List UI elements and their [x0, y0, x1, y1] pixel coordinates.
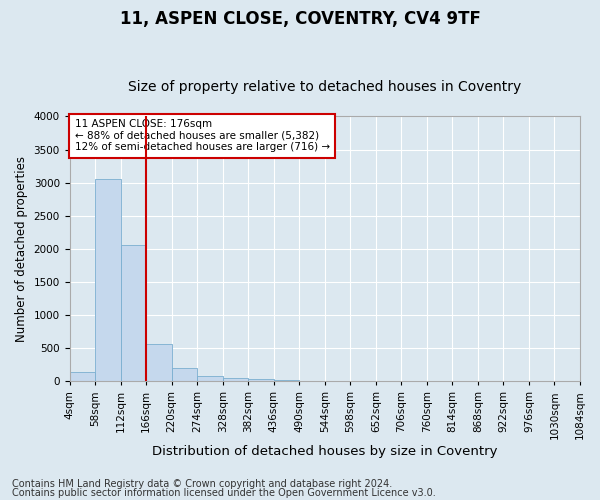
X-axis label: Distribution of detached houses by size in Coventry: Distribution of detached houses by size … [152, 444, 497, 458]
Bar [274, 380, 299, 382]
Bar [223, 378, 248, 382]
Bar [70, 372, 95, 382]
Bar [172, 368, 197, 382]
Bar [197, 376, 223, 382]
Text: 11, ASPEN CLOSE, COVENTRY, CV4 9TF: 11, ASPEN CLOSE, COVENTRY, CV4 9TF [119, 10, 481, 28]
Title: Size of property relative to detached houses in Coventry: Size of property relative to detached ho… [128, 80, 521, 94]
Bar [95, 178, 121, 382]
Text: 11 ASPEN CLOSE: 176sqm
← 88% of detached houses are smaller (5,382)
12% of semi-: 11 ASPEN CLOSE: 176sqm ← 88% of detached… [74, 119, 330, 152]
Bar [146, 344, 172, 382]
Bar [248, 378, 274, 382]
Text: Contains HM Land Registry data © Crown copyright and database right 2024.: Contains HM Land Registry data © Crown c… [12, 479, 392, 489]
Text: Contains public sector information licensed under the Open Government Licence v3: Contains public sector information licen… [12, 488, 436, 498]
Y-axis label: Number of detached properties: Number of detached properties [15, 156, 28, 342]
Bar [121, 245, 146, 382]
